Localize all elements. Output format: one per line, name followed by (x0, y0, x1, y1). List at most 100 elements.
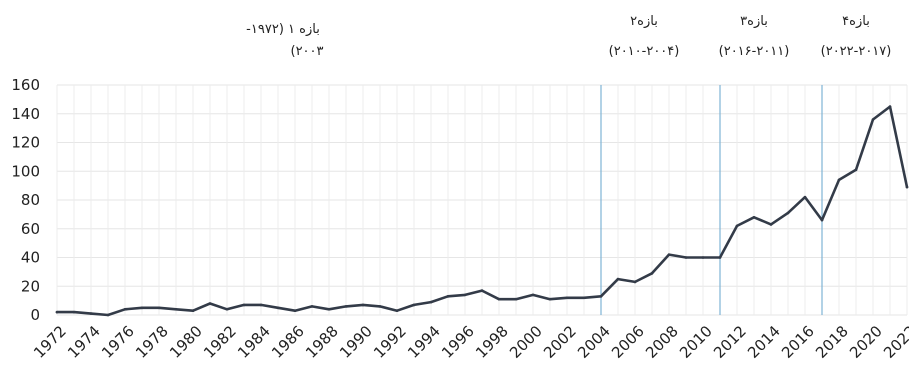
data-point (140, 306, 144, 310)
x-tick-label: 2012 (710, 322, 750, 362)
x-tick-label: 2000 (506, 322, 546, 362)
data-point (89, 312, 93, 315)
x-tick-label: 1994 (404, 322, 444, 362)
data-point (480, 289, 484, 292)
x-tick-label: 2022 (880, 322, 909, 362)
period-1-label-line2: ۲۰۰۳) (290, 44, 323, 59)
x-tick-label: 1980 (166, 322, 206, 362)
x-tick-label: 2002 (540, 322, 580, 362)
x-tick-label: 1982 (200, 322, 240, 362)
data-point (157, 306, 161, 310)
period-4-label-line1: بازه۴ (842, 14, 870, 29)
data-point (310, 305, 314, 308)
y-tick-label: 60 (21, 220, 40, 238)
data-point (752, 215, 756, 219)
period-2-label-line2: (۲۰۱۰-۲۰۰۴) (609, 44, 680, 59)
data-point (344, 305, 348, 308)
x-tick-label: 1976 (98, 322, 138, 362)
x-tick-label: 2006 (608, 322, 648, 362)
data-point (191, 309, 195, 312)
x-tick-label: 1974 (64, 322, 104, 362)
y-tick-label: 40 (21, 249, 40, 267)
x-tick-label: 2008 (642, 322, 682, 362)
data-point (106, 313, 110, 317)
x-tick-label: 1990 (336, 322, 376, 362)
y-axis: 0 20 40 60 80 100 120 140 160 (11, 76, 40, 324)
data-point (599, 295, 603, 298)
data-point (497, 297, 501, 301)
data-point (667, 253, 671, 256)
x-tick-label: 1998 (472, 322, 512, 362)
y-tick-label: 80 (21, 191, 40, 209)
period-4-label-line2: (۲۰۲۲-۲۰۱۷) (821, 44, 892, 59)
x-tick-label: 2010 (676, 322, 716, 362)
data-point (548, 297, 552, 301)
data-point (72, 310, 76, 314)
data-point (854, 168, 858, 172)
period-1-label-line1: بازه ۱ (۱۹۷۲- (246, 22, 320, 37)
series-line (55, 105, 909, 317)
data-point (582, 296, 586, 300)
grid (56, 84, 908, 316)
data-point (293, 309, 297, 312)
period-3-label-line2: (۲۰۱۶-۲۰۱۱) (719, 44, 790, 59)
x-tick-label: 1984 (234, 322, 274, 362)
y-tick-label: 100 (11, 162, 40, 180)
x-tick-label: 1996 (438, 322, 478, 362)
data-point (463, 293, 467, 297)
x-tick-label: 2004 (574, 322, 614, 362)
data-point (174, 307, 178, 311)
data-point (531, 293, 535, 297)
x-tick-label: 2016 (778, 322, 818, 362)
data-point (565, 296, 569, 300)
x-tick-label: 2014 (744, 322, 784, 362)
x-tick-label: 1978 (132, 322, 172, 362)
period-2-label-line1: بازه۲ (630, 14, 658, 29)
data-point (429, 300, 433, 304)
x-tick-label: 2018 (812, 322, 852, 362)
x-tick-label: 1986 (268, 322, 308, 362)
data-point (225, 307, 229, 311)
data-point (701, 256, 705, 259)
y-tick-label: 20 (21, 277, 40, 295)
data-point (412, 303, 416, 307)
data-point (361, 303, 365, 307)
x-tick-label: 1972 (30, 322, 70, 362)
y-tick-label: 140 (11, 105, 40, 123)
data-point (208, 302, 212, 305)
data-point (123, 307, 127, 311)
data-point (55, 310, 59, 314)
period-labels: بازه ۱ (۱۹۷۲- ۲۰۰۳) بازه۲ (۲۰۱۰-۲۰۰۴) با… (246, 14, 891, 59)
data-point (786, 211, 790, 215)
data-point (327, 307, 331, 311)
data-point (616, 277, 620, 281)
y-tick-label: 0 (30, 306, 40, 324)
data-point (888, 105, 892, 108)
data-point (871, 118, 875, 121)
y-tick-label: 120 (11, 134, 40, 152)
data-point (378, 305, 382, 308)
data-point (395, 309, 399, 312)
data-point (684, 256, 688, 259)
data-point (820, 218, 824, 222)
data-point (718, 256, 722, 259)
x-tick-label: 2020 (846, 322, 886, 362)
data-point (633, 280, 637, 284)
x-axis: 1972197419761978198019821984198619881990… (30, 322, 909, 362)
period-dividers (600, 85, 823, 315)
period-3-label-line1: بازه۳ (740, 14, 768, 29)
x-tick-label: 1988 (302, 322, 342, 362)
data-point (905, 185, 909, 189)
data-point (650, 272, 654, 275)
data-point (446, 295, 450, 298)
x-tick-label: 1992 (370, 322, 410, 362)
data-point (242, 303, 246, 307)
data-point (735, 224, 739, 228)
data-point (259, 303, 263, 307)
data-point (837, 178, 841, 182)
data-point (803, 195, 807, 199)
data-point (276, 306, 280, 310)
data-point (514, 297, 518, 301)
data-point (769, 223, 773, 226)
